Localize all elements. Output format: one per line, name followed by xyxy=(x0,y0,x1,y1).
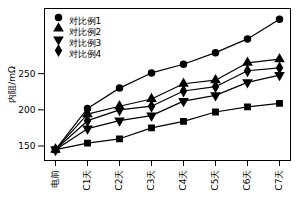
svg-text:C4天: C4天 xyxy=(178,170,188,191)
svg-text:C5天: C5天 xyxy=(210,170,220,191)
svg-text:对比例3: 对比例3 xyxy=(69,38,102,48)
svg-text:内阻/mΩ: 内阻/mΩ xyxy=(7,66,17,103)
svg-text:对比例2: 对比例2 xyxy=(69,27,102,37)
svg-text:200: 200 xyxy=(18,105,35,115)
svg-text:250: 250 xyxy=(18,69,35,79)
svg-text:C7天: C7天 xyxy=(274,170,284,191)
svg-text:150: 150 xyxy=(18,141,35,151)
svg-text:对比例4: 对比例4 xyxy=(69,49,102,59)
svg-text:C2天: C2天 xyxy=(114,170,124,191)
svg-text:C6天: C6天 xyxy=(242,170,252,191)
svg-text:C1天: C1天 xyxy=(82,170,92,191)
svg-text:电前: 电前 xyxy=(50,170,60,188)
svg-text:C3天: C3天 xyxy=(146,170,156,191)
svg-text:对比例1: 对比例1 xyxy=(69,16,102,26)
